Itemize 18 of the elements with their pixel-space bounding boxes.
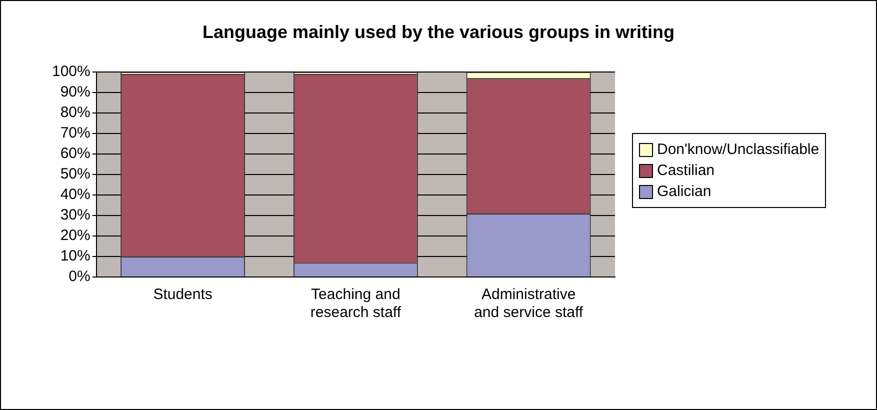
- legend-label: Castilian: [657, 162, 715, 179]
- y-tick-label: 20%: [60, 227, 90, 244]
- y-tick-label: 50%: [60, 166, 90, 183]
- chart-title: Language mainly used by the various groups in writing: [201, 22, 676, 43]
- y-tick-label: 70%: [60, 124, 90, 142]
- y-tick-label: 10%: [60, 248, 90, 265]
- x-tick-label: Teaching and research staff: [310, 286, 402, 322]
- legend-label: Don'know/Unclassifiable: [657, 141, 820, 158]
- y-tick-label: 30%: [60, 206, 90, 224]
- x-tick-label: Administrative and service staff: [474, 286, 584, 322]
- legend-label: Galician: [657, 183, 712, 200]
- y-tick-label: 0%: [68, 268, 90, 286]
- y-tick-label: 100%: [52, 63, 90, 80]
- y-tick-label: 60%: [60, 145, 90, 162]
- x-tick-label: Students: [153, 286, 212, 304]
- y-tick-label: 40%: [60, 186, 90, 204]
- y-tick-label: 80%: [60, 104, 90, 122]
- y-tick-label: 90%: [60, 84, 90, 101]
